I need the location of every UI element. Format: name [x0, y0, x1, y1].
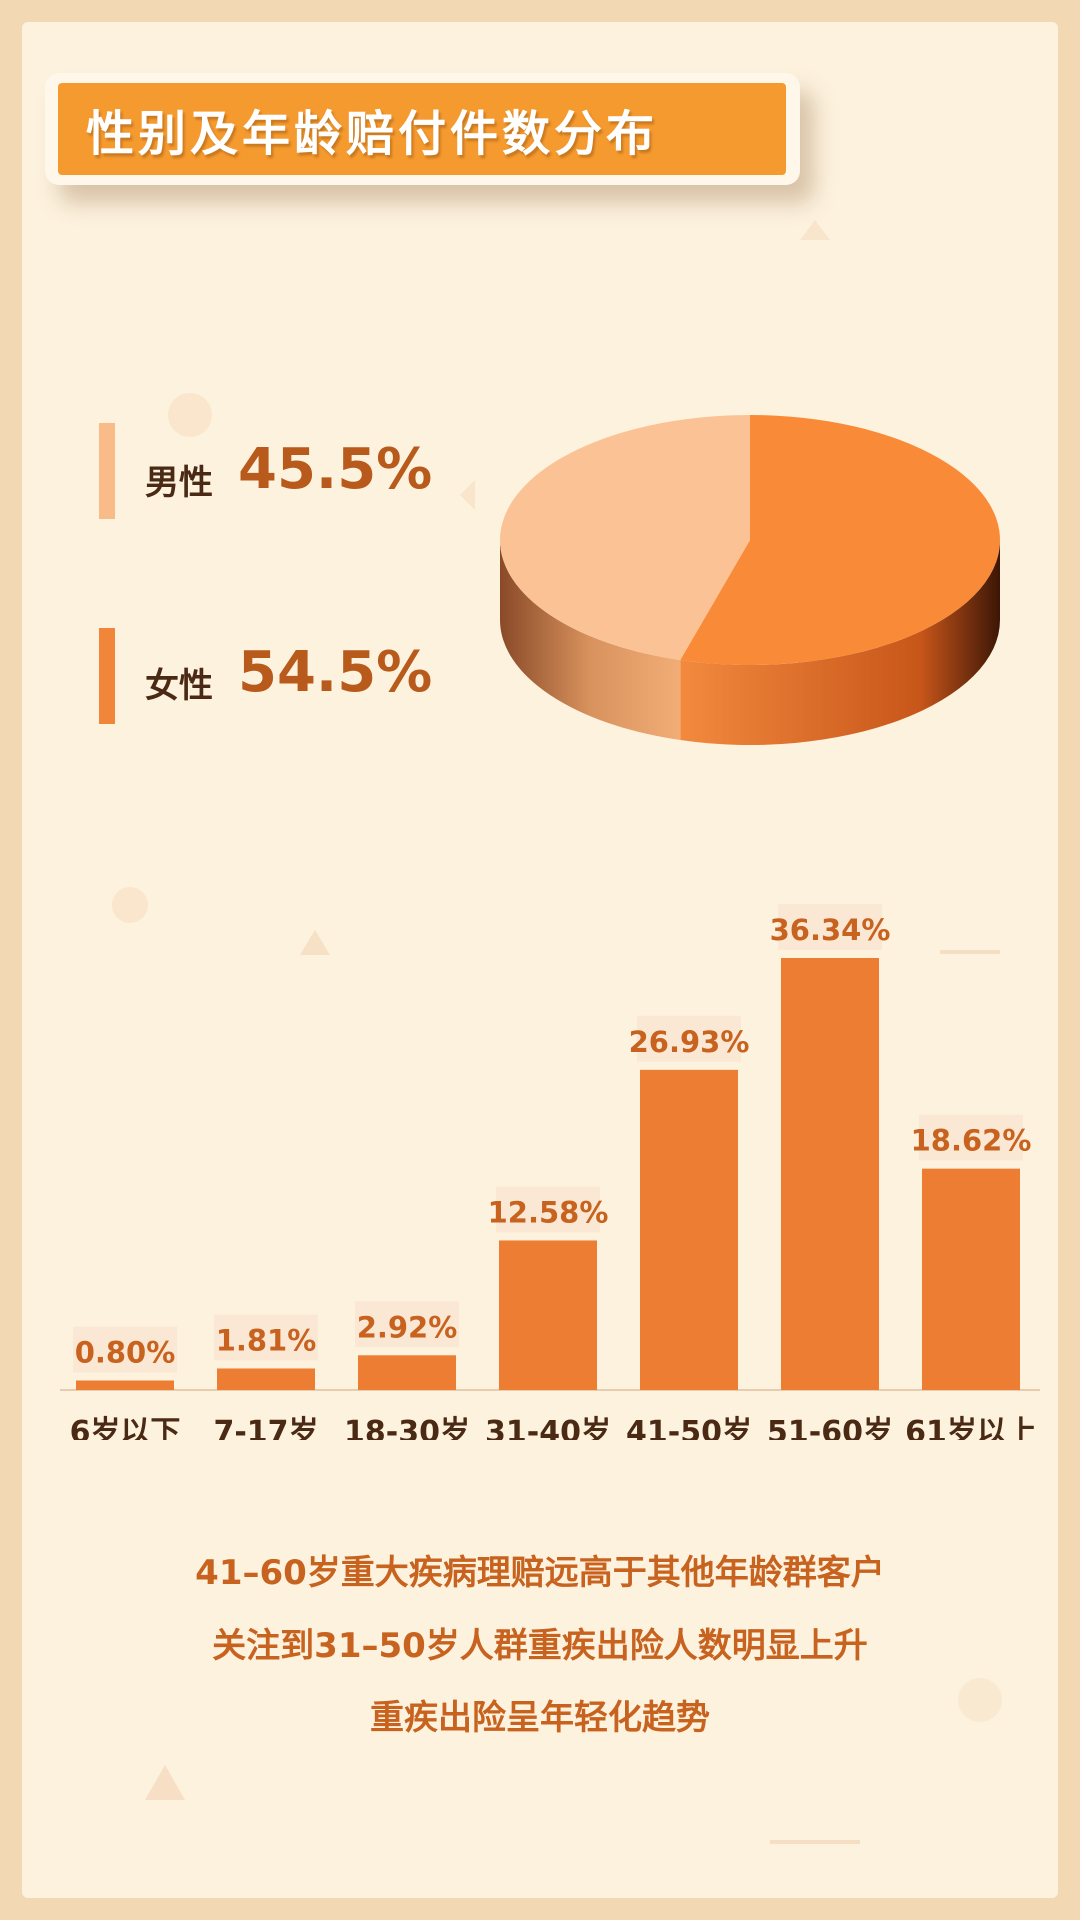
gender-pie-chart	[499, 415, 1000, 745]
age-bar-chart: 0.80% 6岁以下 1.81% 7-17岁 2.92% 18-30岁 12.58% 31-4…	[60, 904, 1040, 1440]
pie-male-side	[500, 540, 681, 741]
pie-slice-male	[499, 415, 750, 661]
category-label-5: 41-50岁	[626, 1415, 752, 1440]
bar-3	[358, 1355, 456, 1390]
background-card	[22, 22, 1058, 1898]
data-label-bg-5	[637, 1015, 741, 1062]
data-label-bg-7	[919, 1114, 1023, 1161]
data-label-bg-3	[355, 1301, 459, 1348]
summary-line-3: 重疾出险呈年轻化趋势	[370, 1698, 710, 1738]
bar-7	[922, 1168, 1020, 1390]
data-label-7: 18.62%	[911, 1124, 1032, 1158]
category-label-1: 6岁以下	[70, 1415, 181, 1440]
pie-female-side	[680, 540, 1000, 745]
female-percentage: 54.5%	[238, 640, 433, 705]
bar-5	[640, 1069, 738, 1390]
page-title: 性别及年龄赔付件数分布	[86, 106, 659, 162]
category-label-3: 18-30岁	[344, 1415, 470, 1440]
category-label-7: 61岁以上	[905, 1415, 1037, 1440]
male-percentage: 45.5%	[238, 437, 433, 502]
bar-1	[76, 1380, 174, 1390]
data-label-1: 0.80%	[75, 1335, 176, 1369]
summary-line-2: 关注到31–50岁人群重疾出险人数明显上升	[212, 1626, 868, 1666]
pie-slice-female	[680, 415, 1000, 665]
category-label-4: 31-40岁	[485, 1415, 611, 1440]
summary-line-1: 41–60岁重大疾病理赔远高于其他年龄群客户	[195, 1553, 885, 1593]
bar-2	[217, 1368, 315, 1390]
bar-6	[781, 958, 879, 1390]
data-label-bg-2	[214, 1314, 318, 1361]
bar-4	[499, 1240, 597, 1390]
male-legend-bar	[99, 423, 115, 519]
data-label-5: 26.93%	[629, 1025, 750, 1059]
category-label-6: 51-60岁	[767, 1415, 893, 1440]
data-label-4: 12.58%	[488, 1195, 609, 1229]
data-label-bg-6	[778, 904, 882, 950]
data-label-bg-1	[73, 1326, 177, 1373]
data-label-3: 2.92%	[357, 1310, 458, 1344]
female-label: 女性	[145, 666, 213, 706]
male-label: 男性	[145, 463, 213, 503]
title-banner: 性别及年龄赔付件数分布	[45, 73, 800, 185]
data-label-6: 36.34%	[770, 913, 891, 947]
data-label-bg-4	[496, 1186, 600, 1233]
data-label-2: 1.81%	[216, 1323, 317, 1357]
female-legend-bar	[99, 628, 115, 724]
title-box: 性别及年龄赔付件数分布	[58, 83, 786, 175]
category-label-2: 7-17岁	[213, 1415, 318, 1440]
